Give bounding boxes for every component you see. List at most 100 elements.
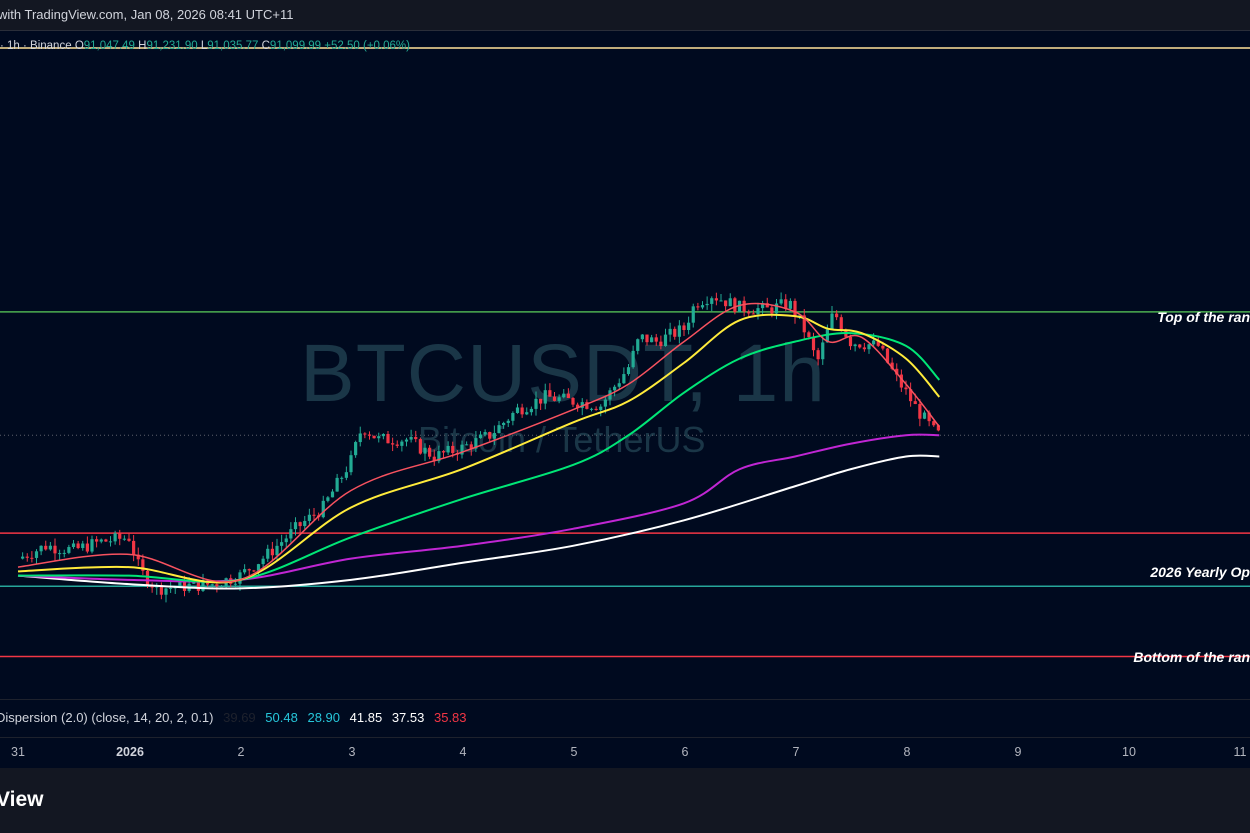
candle-body [465, 444, 469, 446]
candle-body [756, 308, 760, 315]
candle-body [145, 570, 150, 586]
candle-body [104, 539, 108, 542]
candle-body [515, 407, 520, 413]
candle-body [885, 348, 890, 363]
candle-body [432, 456, 436, 462]
candle-body [927, 412, 931, 422]
indicator-name: Dispersion (2.0) (close, 14, 20, 2, 0.1) [0, 710, 214, 725]
candle-body [811, 336, 816, 351]
candle-body [904, 387, 908, 390]
candle-body [650, 337, 654, 343]
candle-body [90, 539, 94, 552]
candle-body [169, 587, 173, 589]
candle-body [696, 306, 700, 308]
indicator-value-4: 41.85 [349, 710, 383, 725]
candle-body [233, 583, 237, 585]
candle-body [932, 421, 936, 426]
candle-body [67, 547, 71, 553]
time-tick: 11 [1233, 745, 1247, 759]
candle-body [261, 558, 265, 565]
candle-body [132, 540, 136, 555]
candle-body [617, 383, 621, 387]
ohlc-legend: · 1h · Binance O91,047.49 H91,231.90 L91… [0, 40, 410, 52]
candle-body [626, 367, 631, 375]
time-tick: 6 [681, 745, 689, 759]
candle-body [779, 299, 783, 304]
candle-body [99, 539, 103, 542]
candle-body [141, 559, 145, 571]
candle-body [266, 548, 270, 559]
candle-body [742, 300, 746, 312]
candle-body [502, 422, 506, 426]
candle-body [793, 300, 797, 317]
change-value: +52.50 (+0.06%) [324, 40, 410, 52]
candle-body [367, 434, 372, 436]
time-tick: 8 [903, 745, 911, 759]
candle-body [62, 552, 66, 554]
candle-body [867, 344, 871, 350]
candle-body [330, 491, 335, 498]
candle-body [825, 329, 829, 343]
low-value: 91,035.77 [207, 40, 259, 52]
candle-body [492, 433, 496, 439]
time-tick: 5 [570, 745, 578, 759]
candle-body [751, 313, 755, 315]
candle-body [372, 435, 376, 439]
candle-body [728, 298, 732, 307]
candle-body [85, 543, 89, 552]
close-value: 91,099.99 [269, 40, 322, 52]
candle-body [899, 374, 903, 388]
candle-body [386, 434, 390, 444]
candle-body [858, 344, 862, 348]
symbol-watermark: BTCUSDT, 1h [300, 328, 826, 419]
candle-body [391, 443, 395, 445]
candle-body [215, 584, 219, 587]
candle-body [710, 298, 714, 304]
candle-body [256, 564, 261, 571]
candle-body [506, 420, 510, 423]
candle-body [895, 368, 899, 375]
candle-body [613, 386, 617, 391]
candle-body [557, 397, 561, 401]
candle-body [164, 588, 168, 595]
candle-body [113, 533, 117, 542]
candle-body [423, 447, 427, 454]
candle-body [719, 300, 723, 302]
time-tick: 7 [792, 745, 800, 759]
candle-body [673, 328, 677, 337]
candle-body [654, 337, 658, 342]
candle-body [108, 541, 113, 543]
candle-body [668, 328, 672, 335]
candle-body [270, 548, 274, 556]
high-label: H [138, 40, 147, 52]
pane-separator [0, 699, 1250, 700]
candle-body [400, 441, 404, 446]
candle-body [520, 407, 524, 415]
candle-body [136, 554, 140, 560]
time-tick: 2026 [116, 745, 144, 759]
candle-body [548, 390, 552, 397]
time-tick: 9 [1014, 745, 1022, 759]
candle-body [580, 402, 584, 408]
candle-body [247, 569, 251, 571]
candle-body [284, 538, 288, 543]
price-chart[interactable] [0, 0, 1250, 700]
description-watermark: Bitcoin / TetherUS [418, 419, 706, 460]
candle-body [58, 553, 62, 555]
candle-body [71, 543, 76, 548]
candle-body [122, 538, 126, 540]
time-tick: 31 [11, 745, 25, 759]
chart-pane[interactable]: BTCUSDT, 1h Bitcoin / TetherUS [0, 31, 1250, 699]
candle-body [25, 556, 29, 558]
candle-body [409, 437, 413, 440]
candle-body [44, 545, 48, 550]
indicator-value-2: 50.48 [265, 710, 298, 725]
candle-body [340, 477, 344, 479]
time-axis[interactable]: 31 2026 2 3 4 5 6 7 8 9 10 11 [0, 738, 1250, 768]
candle-body [872, 340, 876, 345]
candle-body [243, 569, 247, 573]
candle-body [335, 477, 339, 492]
open-label: O [74, 40, 84, 52]
candle-body [733, 298, 737, 312]
